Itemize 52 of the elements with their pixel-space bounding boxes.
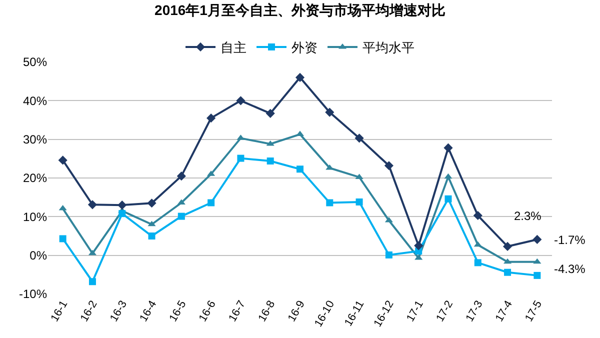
point — [444, 143, 453, 152]
y-tick-label: 30% — [22, 132, 48, 147]
point — [444, 195, 452, 202]
point — [176, 172, 186, 181]
point — [532, 234, 542, 244]
point — [325, 108, 334, 117]
point — [385, 251, 392, 258]
point — [474, 259, 482, 266]
point — [414, 241, 424, 250]
point — [295, 72, 305, 82]
point — [326, 199, 334, 206]
point — [237, 154, 244, 162]
annotation: 2.3% — [514, 209, 542, 223]
point — [178, 212, 185, 220]
point — [296, 166, 304, 173]
point — [88, 200, 98, 210]
point — [148, 220, 156, 226]
y-tick-label: -10% — [18, 287, 48, 302]
legend-label: 外资 — [292, 40, 318, 56]
point — [266, 140, 274, 146]
legend-label: 自主 — [220, 40, 246, 56]
y-tick-label: 40% — [22, 94, 48, 108]
point — [533, 258, 542, 264]
point — [118, 210, 126, 218]
text: -4.3% — [554, 262, 586, 276]
y-tick-label: 50% — [22, 55, 48, 70]
point — [356, 198, 363, 206]
point — [206, 114, 216, 123]
point — [59, 235, 66, 242]
point — [208, 199, 215, 206]
point — [444, 173, 452, 179]
point — [88, 278, 96, 286]
point — [502, 242, 512, 251]
point — [384, 161, 394, 170]
point — [147, 198, 156, 208]
chart-title: 2016年1月至今自主、外资与市场平均增速对比 — [154, 2, 446, 18]
point — [58, 156, 68, 165]
point — [236, 96, 246, 106]
point — [148, 232, 156, 240]
point — [118, 200, 127, 210]
point — [266, 108, 275, 118]
point — [474, 241, 482, 247]
y-tick-label: 10% — [22, 210, 48, 224]
point — [266, 157, 274, 164]
text: -1.7% — [554, 233, 586, 247]
y-tick-label: 0% — [30, 248, 48, 263]
point — [473, 210, 482, 220]
legend-label: 平均水平 — [362, 40, 414, 56]
y-tick-label: 20% — [22, 171, 48, 186]
point — [504, 268, 512, 276]
point — [534, 272, 541, 279]
point — [354, 134, 364, 143]
